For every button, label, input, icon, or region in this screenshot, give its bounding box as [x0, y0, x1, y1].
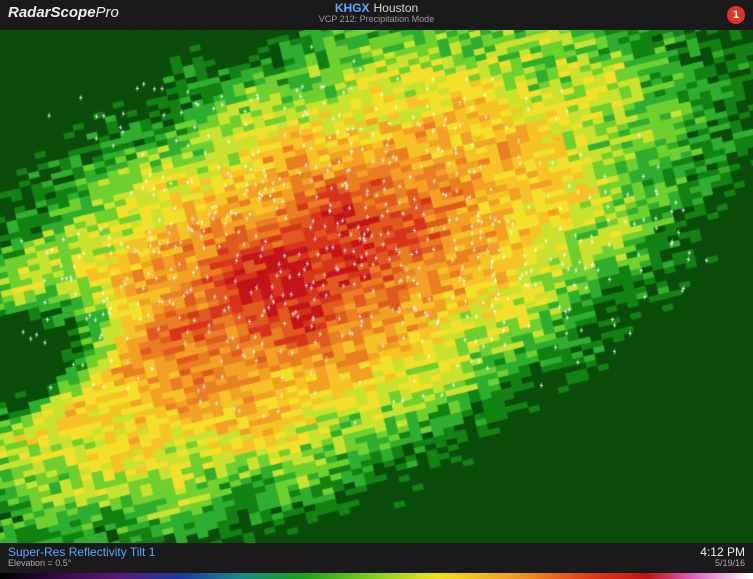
timestamp-block[interactable]: 4:12 PM 5/19/16	[700, 546, 745, 569]
dbz-colorbar	[0, 573, 753, 579]
top-bar: RadarScopePro KHGXHouston VCP 212: Preci…	[0, 0, 753, 30]
date-label: 5/19/16	[700, 559, 745, 569]
station-selector[interactable]: KHGXHouston VCP 212: Precipitation Mode	[0, 2, 753, 25]
alerts-badge[interactable]: 1	[727, 6, 745, 24]
station-code: KHGX	[335, 1, 370, 15]
radar-viewport[interactable]	[0, 30, 753, 543]
elevation-label: Elevation = 0.5°	[8, 559, 155, 569]
alerts-count: 1	[733, 9, 739, 21]
radar-canvas[interactable]	[0, 30, 753, 543]
bottom-bar: Super-Res Reflectivity Tilt 1 Elevation …	[0, 543, 753, 579]
station-city: Houston	[373, 1, 418, 15]
product-selector[interactable]: Super-Res Reflectivity Tilt 1 Elevation …	[8, 546, 155, 569]
app-root: RadarScopePro KHGXHouston VCP 212: Preci…	[0, 0, 753, 579]
vcp-mode: VCP 212: Precipitation Mode	[0, 15, 753, 25]
